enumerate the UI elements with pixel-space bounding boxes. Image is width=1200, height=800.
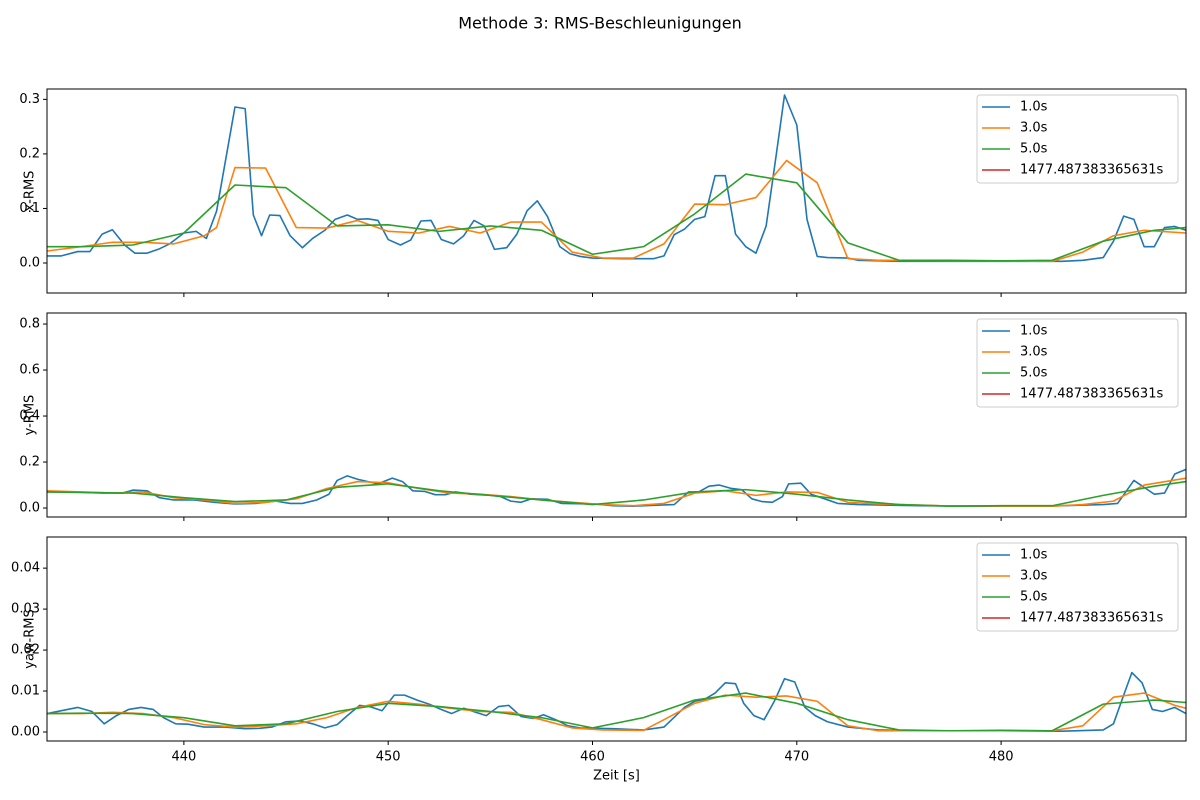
legend-box — [976, 542, 1179, 632]
axes-frame — [46, 312, 1187, 518]
y-tick-label: 0.0 — [19, 256, 40, 271]
y-tick-label: 0.03 — [11, 602, 40, 617]
y-tick-label: 0.01 — [11, 684, 40, 699]
axes-frame — [46, 536, 1187, 742]
plot-area — [47, 94, 1186, 263]
y-tick-label: 0.4 — [19, 409, 40, 424]
y-tick-label: 0.00 — [11, 724, 40, 739]
y-tick-label: 0.04 — [11, 561, 40, 576]
series-line — [47, 692, 1186, 732]
legend-label: 1.0s — [1020, 324, 1048, 339]
y-tick-label: 0.2 — [19, 455, 40, 470]
figure-title: Methode 3: RMS-Beschleunigungen — [458, 14, 742, 33]
legend-label: 3.0s — [1020, 345, 1048, 360]
legend-box — [976, 318, 1179, 408]
legend-label: 1477.487383365631s — [1020, 387, 1163, 402]
legend-label: 5.0s — [1020, 366, 1048, 381]
y-axis-label: y-RMS — [23, 395, 38, 436]
x-tick-label: 450 — [376, 750, 401, 765]
legend-label: 3.0s — [1020, 569, 1048, 584]
y-tick-label: 0.0 — [19, 501, 40, 516]
legend-label: 3.0s — [1020, 121, 1048, 136]
series-line — [47, 159, 1186, 263]
x-tick-label: 480 — [989, 750, 1014, 765]
legend-label: 1.0s — [1020, 548, 1048, 563]
y-tick-label: 0.2 — [19, 146, 40, 161]
legend-box — [976, 94, 1179, 184]
y-tick-label: 0.6 — [19, 363, 40, 378]
x-tick-label: 470 — [784, 750, 809, 765]
axes-frame — [46, 88, 1187, 294]
plot-area — [47, 468, 1186, 507]
x-tick-label: 460 — [580, 750, 605, 765]
x-axis-label: Zeit [s] — [593, 769, 640, 784]
x-tick-label: 440 — [171, 750, 196, 765]
legend-label: 1.0s — [1020, 100, 1048, 115]
y-tick-label: 0.1 — [19, 201, 40, 216]
legend-label: 1477.487383365631s — [1020, 163, 1163, 178]
y-tick-label: 0.8 — [19, 317, 40, 332]
legend-label: 5.0s — [1020, 142, 1048, 157]
y-tick-label: 0.3 — [19, 92, 40, 107]
y-tick-label: 0.02 — [11, 643, 40, 658]
series-line — [47, 173, 1186, 262]
plot-area — [47, 671, 1186, 732]
series-line — [47, 480, 1186, 507]
y-axis-label: x-RMS — [23, 171, 38, 212]
y-axis-label: yaw-RMS — [23, 609, 38, 668]
legend-label: 5.0s — [1020, 590, 1048, 605]
legend-label: 1477.487383365631s — [1020, 611, 1163, 626]
